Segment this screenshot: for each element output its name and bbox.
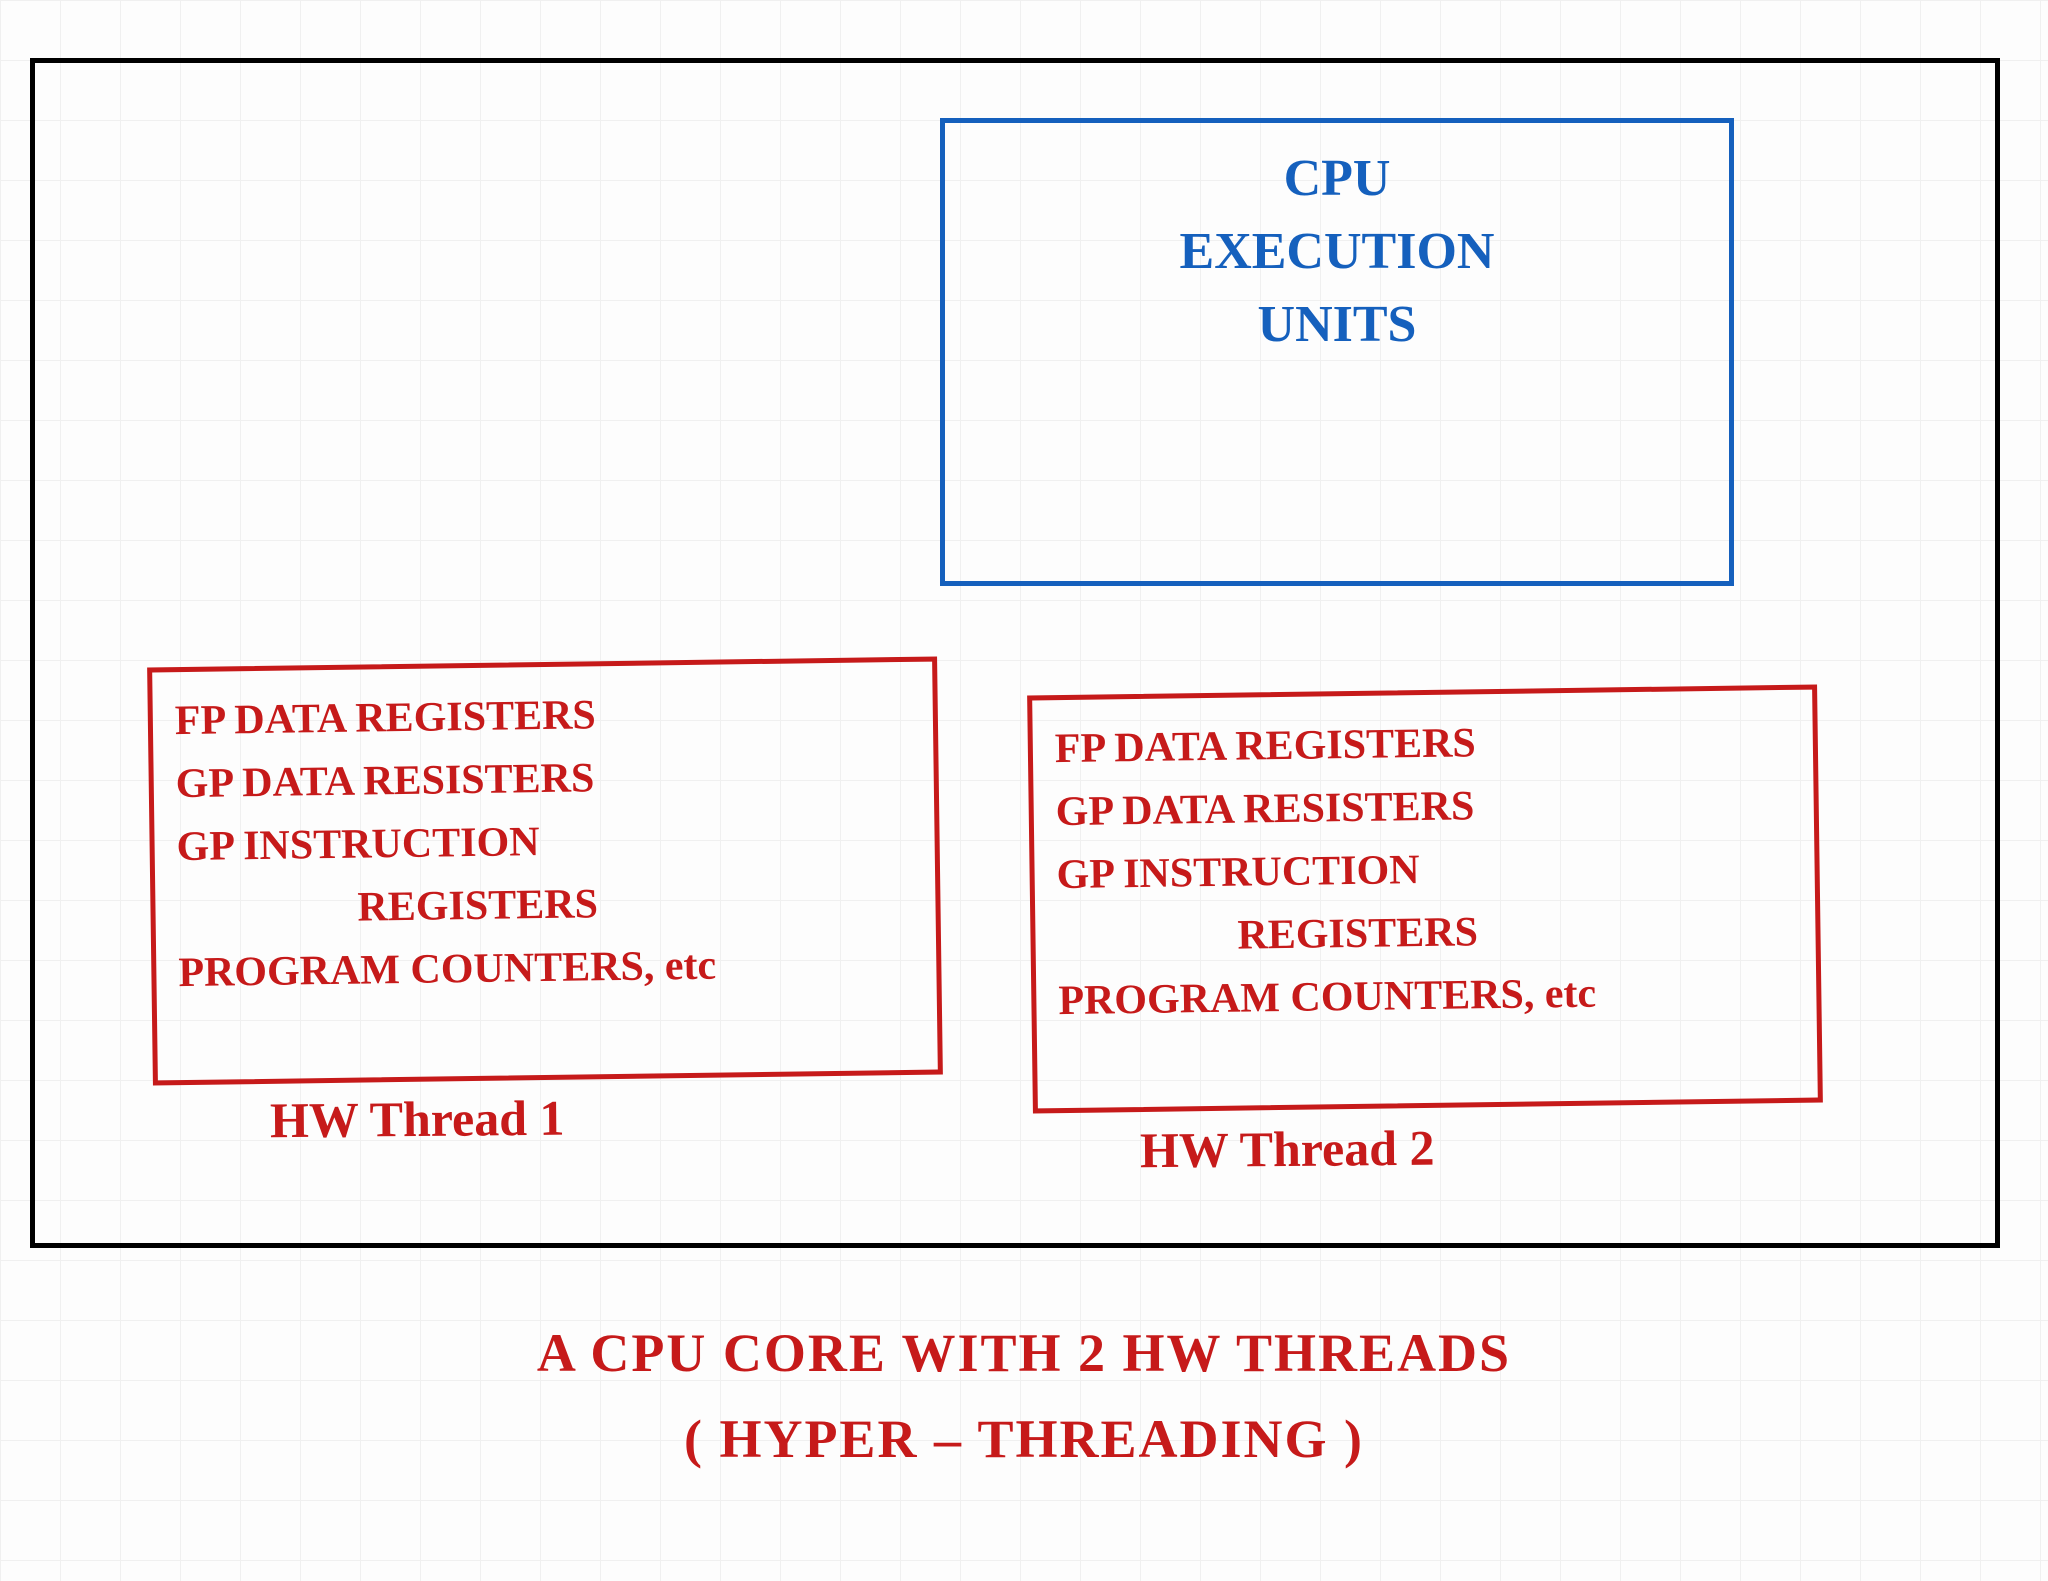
hw-thread-2-box: FP DATA REGISTERS GP DATA RESISTERS GP I… xyxy=(1027,685,1823,1114)
hw-thread-1-label: HW Thread 1 xyxy=(270,1089,565,1150)
exec-line2: EXECUTION xyxy=(1180,216,1495,289)
t1-line3a: GP INSTRUCTION xyxy=(176,806,915,879)
t2-line3b: REGISTERS xyxy=(1057,897,1796,970)
hw-thread-1-box: FP DATA REGISTERS GP DATA RESISTERS GP I… xyxy=(147,657,943,1086)
t1-line4: PROGRAM COUNTERS, etc xyxy=(178,932,917,1005)
caption-line1: A CPU CORE WITH 2 HW THREADS xyxy=(0,1310,2048,1396)
hw-thread-2-label: HW Thread 2 xyxy=(1140,1119,1435,1180)
exec-line1: CPU xyxy=(1284,143,1391,216)
t2-line4: PROGRAM COUNTERS, etc xyxy=(1058,960,1797,1033)
t2-line3a: GP INSTRUCTION xyxy=(1056,834,1795,907)
t1-line2: GP DATA RESISTERS xyxy=(175,743,914,816)
t1-line3b: REGISTERS xyxy=(177,869,916,942)
t1-line1: FP DATA REGISTERS xyxy=(174,680,913,753)
t2-line2: GP DATA RESISTERS xyxy=(1055,771,1794,844)
exec-line3: UNITS xyxy=(1258,289,1417,362)
cpu-execution-units-box: CPU EXECUTION UNITS xyxy=(940,118,1734,586)
caption-line2: ( HYPER – THREADING ) xyxy=(0,1396,2048,1482)
t2-line1: FP DATA REGISTERS xyxy=(1054,708,1793,781)
diagram-caption: A CPU CORE WITH 2 HW THREADS ( HYPER – T… xyxy=(0,1310,2048,1483)
